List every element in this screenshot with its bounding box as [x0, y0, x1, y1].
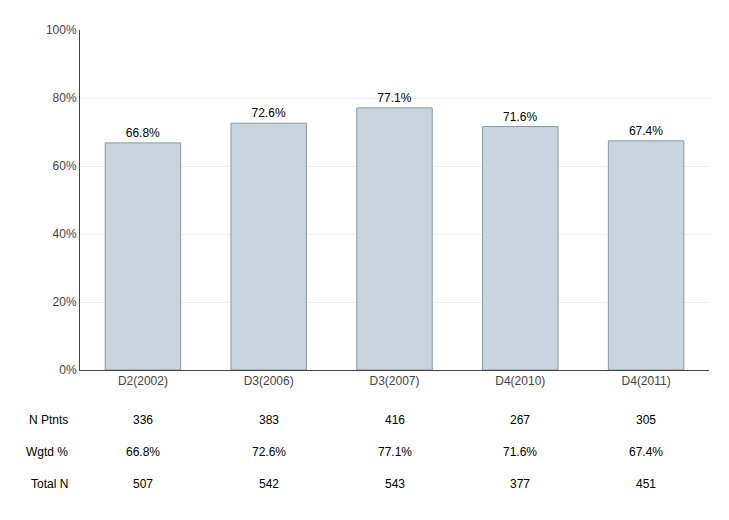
svg-text:77.1%: 77.1%: [378, 445, 412, 459]
svg-text:383: 383: [259, 413, 279, 427]
svg-text:71.6%: 71.6%: [503, 110, 537, 124]
svg-text:Total N: Total N: [31, 477, 68, 491]
svg-text:267: 267: [510, 413, 530, 427]
svg-text:D3(2006): D3(2006): [244, 374, 294, 388]
svg-text:Wgtd %: Wgtd %: [26, 445, 68, 459]
svg-text:67.4%: 67.4%: [629, 124, 663, 138]
svg-text:0%: 0%: [59, 363, 77, 377]
svg-text:72.6%: 72.6%: [252, 445, 286, 459]
svg-text:100%: 100%: [46, 23, 77, 37]
svg-text:451: 451: [636, 477, 656, 491]
svg-text:20%: 20%: [53, 295, 77, 309]
svg-text:67.4%: 67.4%: [629, 445, 663, 459]
svg-text:D4(2010): D4(2010): [495, 374, 545, 388]
svg-text:80%: 80%: [53, 91, 77, 105]
svg-text:N Ptnts: N Ptnts: [29, 413, 68, 427]
svg-text:D4(2011): D4(2011): [622, 374, 671, 388]
svg-text:542: 542: [259, 477, 279, 491]
svg-text:71.6%: 71.6%: [503, 445, 537, 459]
svg-text:72.6%: 72.6%: [252, 106, 286, 120]
svg-text:543: 543: [385, 477, 405, 491]
svg-text:D2(2002): D2(2002): [118, 374, 168, 388]
svg-text:336: 336: [133, 413, 153, 427]
svg-text:416: 416: [385, 413, 405, 427]
svg-text:40%: 40%: [53, 227, 77, 241]
svg-text:60%: 60%: [53, 159, 77, 173]
svg-text:377: 377: [510, 477, 530, 491]
svg-text:66.8%: 66.8%: [126, 445, 160, 459]
svg-text:507: 507: [133, 477, 153, 491]
svg-text:77.1%: 77.1%: [377, 91, 411, 105]
svg-text:66.8%: 66.8%: [126, 126, 160, 140]
svg-text:305: 305: [636, 413, 656, 427]
svg-text:D3(2007): D3(2007): [369, 374, 419, 388]
